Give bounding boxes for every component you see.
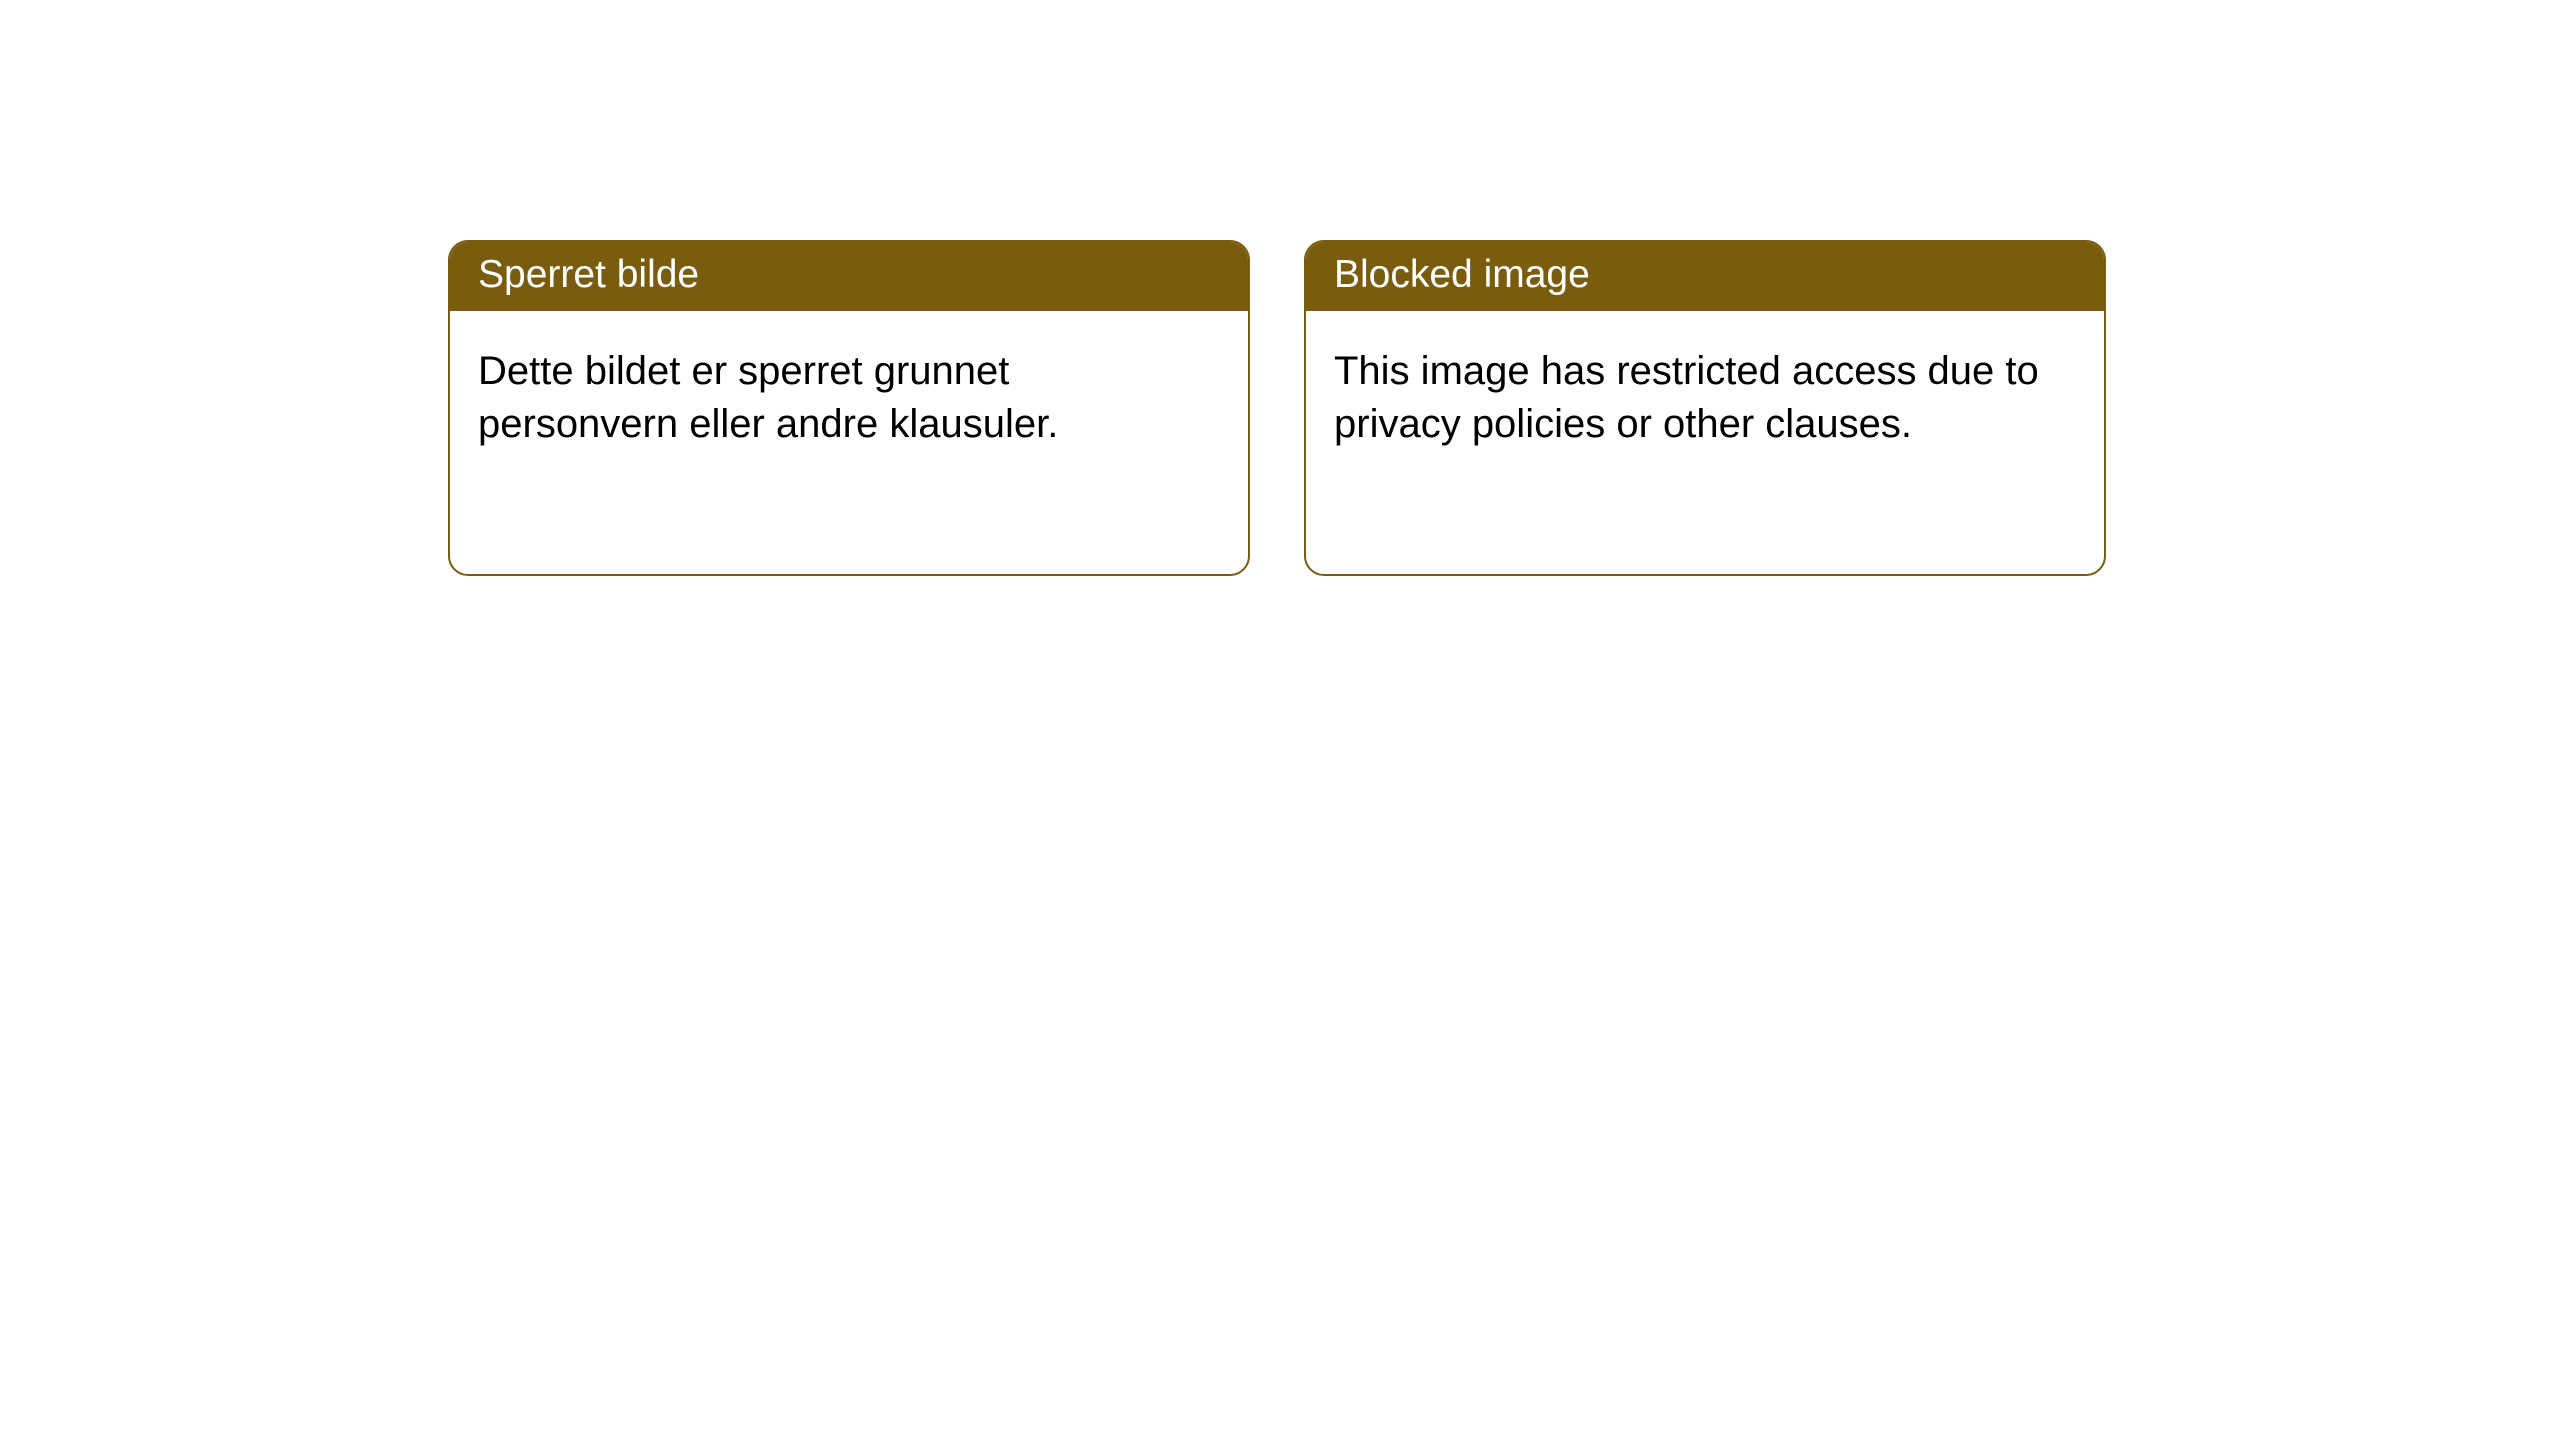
notice-body-norwegian: Dette bildet er sperret grunnet personve… xyxy=(450,311,1248,485)
notice-container: Sperret bilde Dette bildet er sperret gr… xyxy=(448,240,2106,576)
notice-header-norwegian: Sperret bilde xyxy=(450,242,1248,311)
notice-body-english: This image has restricted access due to … xyxy=(1306,311,2104,485)
notice-box-english: Blocked image This image has restricted … xyxy=(1304,240,2106,576)
notice-box-norwegian: Sperret bilde Dette bildet er sperret gr… xyxy=(448,240,1250,576)
notice-header-english: Blocked image xyxy=(1306,242,2104,311)
